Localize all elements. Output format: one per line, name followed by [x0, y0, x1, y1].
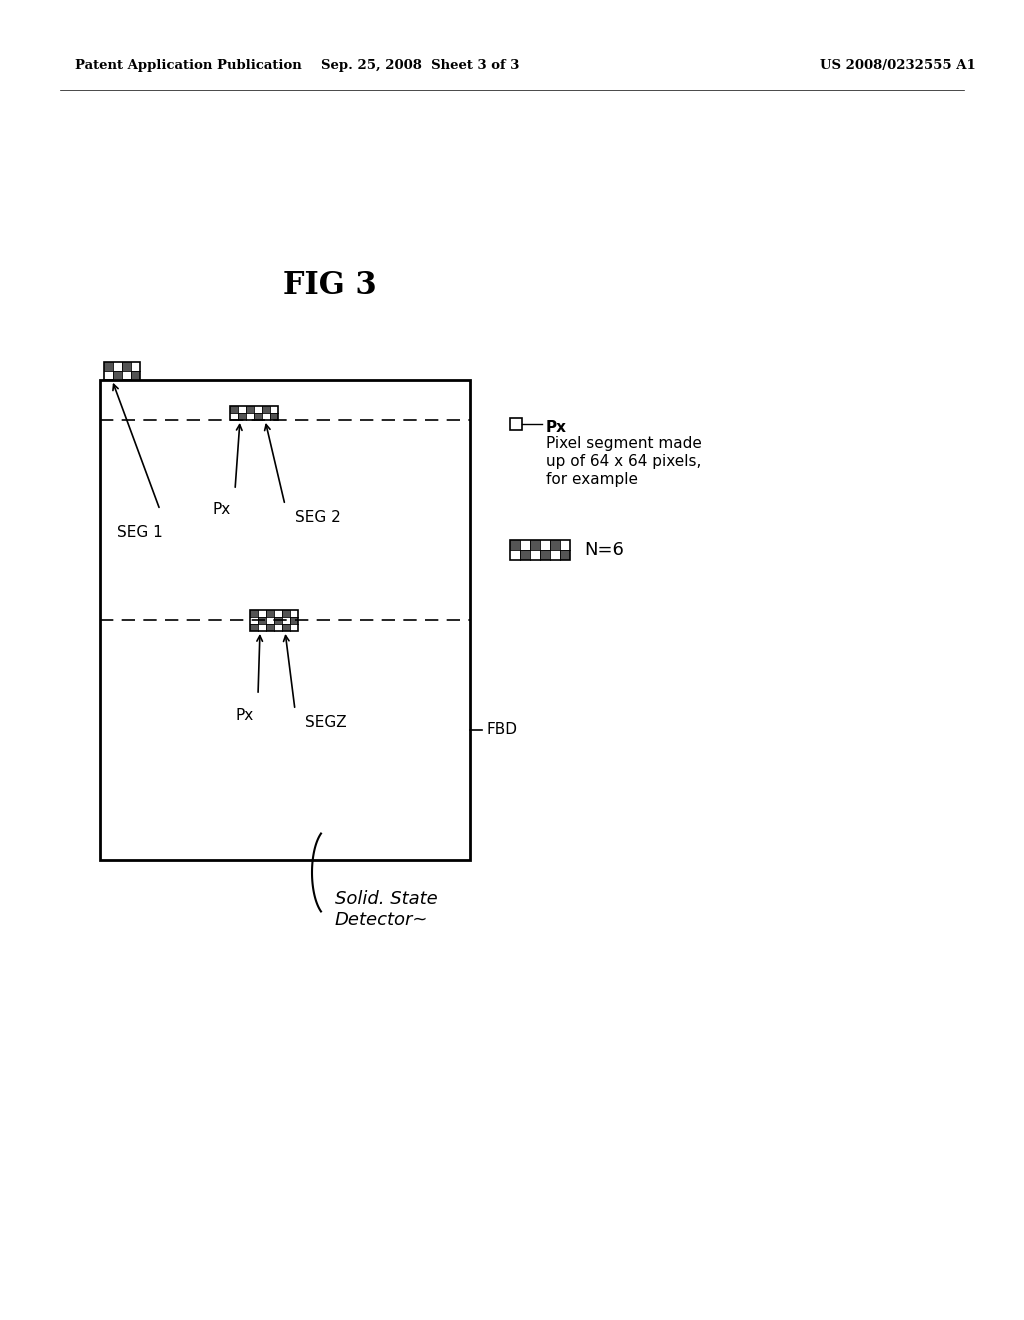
Bar [510, 418, 522, 430]
Text: Pixel segment made: Pixel segment made [546, 436, 701, 451]
Bar [258, 616, 266, 624]
Bar [266, 624, 274, 631]
Text: Px: Px [213, 502, 231, 517]
Bar [250, 610, 258, 616]
Bar [530, 540, 540, 550]
Text: Px: Px [546, 420, 567, 436]
Text: SEG 2: SEG 2 [295, 510, 341, 525]
Bar [122, 362, 131, 371]
Text: SEGZ: SEGZ [305, 715, 347, 730]
Bar [290, 616, 298, 624]
Text: FBD: FBD [486, 722, 517, 738]
Bar [238, 413, 246, 420]
Text: US 2008/0232555 A1: US 2008/0232555 A1 [820, 58, 976, 71]
Text: for example: for example [546, 473, 638, 487]
Text: Solid. State
Detector~: Solid. State Detector~ [335, 890, 437, 929]
Bar [230, 407, 278, 420]
Bar [560, 550, 570, 560]
Bar [270, 413, 278, 420]
Bar [100, 380, 470, 861]
Text: Patent Application Publication: Patent Application Publication [75, 58, 302, 71]
Text: N=6: N=6 [584, 541, 624, 558]
Bar [540, 550, 550, 560]
Bar [274, 616, 282, 624]
Bar [250, 610, 298, 631]
Bar [510, 540, 520, 550]
Bar [246, 407, 254, 413]
Bar [230, 407, 238, 413]
Bar [550, 540, 560, 550]
Bar [282, 624, 290, 631]
Bar [104, 362, 140, 380]
Bar [520, 550, 530, 560]
Text: Px: Px [236, 708, 254, 723]
Text: Sep. 25, 2008  Sheet 3 of 3: Sep. 25, 2008 Sheet 3 of 3 [321, 58, 519, 71]
Bar [262, 407, 270, 413]
Bar [254, 413, 262, 420]
Text: up of 64 x 64 pixels,: up of 64 x 64 pixels, [546, 454, 701, 469]
Text: SEG 1: SEG 1 [117, 525, 163, 540]
Bar [250, 624, 258, 631]
Bar [131, 371, 140, 380]
Bar [266, 610, 274, 616]
Bar [510, 540, 570, 560]
Bar [113, 371, 122, 380]
Text: FIG 3: FIG 3 [283, 269, 377, 301]
Bar [104, 362, 113, 371]
Bar [282, 610, 290, 616]
